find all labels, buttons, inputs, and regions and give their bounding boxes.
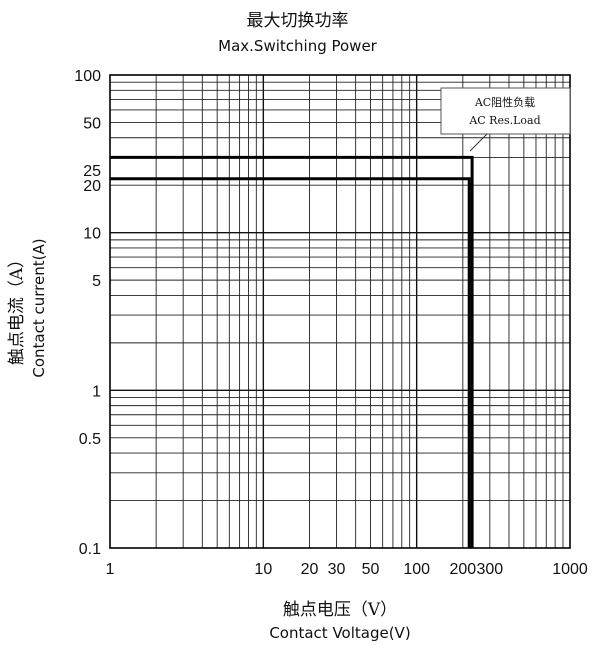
chart-title-en: Max.Switching Power <box>218 37 377 55</box>
series-line-ac-res-load <box>110 155 474 548</box>
legend: AC阻性负载 AC Res.Load <box>440 87 571 152</box>
series-lines <box>110 155 474 548</box>
y-tick-label: 5 <box>92 273 101 290</box>
legend-label-en: AC Res.Load <box>468 114 540 127</box>
legend-pointer <box>469 133 488 152</box>
x-tick-label: 30 <box>328 561 346 578</box>
chart-title-cn: 最大切换功率 <box>246 11 349 31</box>
x-tick-label: 1000 <box>552 561 588 578</box>
y-tick-label: 0.1 <box>79 541 101 558</box>
y-tick-label: 1 <box>92 383 101 400</box>
y-tick-label: 25 <box>83 163 101 180</box>
y-tick-label: 50 <box>83 115 101 132</box>
y-tick-label: 20 <box>83 178 101 195</box>
plot-frame <box>109 74 571 549</box>
plot-border <box>109 74 571 549</box>
x-axis-label-cn: 触点电压（V） <box>282 600 398 620</box>
y-tick-label: 100 <box>74 68 101 85</box>
x-tick-label: 200 <box>449 561 476 578</box>
x-tick-label: 50 <box>362 561 380 578</box>
x-tick-labels: 1 10 20 30 50 100 200 300 1000 <box>106 561 588 578</box>
x-axis-label-en: Contact Voltage(V) <box>269 624 411 642</box>
legend-box <box>440 87 571 135</box>
x-tick-label: 300 <box>476 561 503 578</box>
grid-lines <box>110 75 570 548</box>
y-tick-label: 10 <box>83 226 101 243</box>
x-tick-label: 1 <box>106 561 115 578</box>
x-tick-label: 100 <box>403 561 430 578</box>
legend-label-cn: AC阻性负载 <box>474 95 535 109</box>
y-tick-label: 0.5 <box>79 431 101 448</box>
series-line-ac-res-load <box>110 177 471 548</box>
x-tick-label: 10 <box>254 561 272 578</box>
x-tick-label: 20 <box>301 561 319 578</box>
